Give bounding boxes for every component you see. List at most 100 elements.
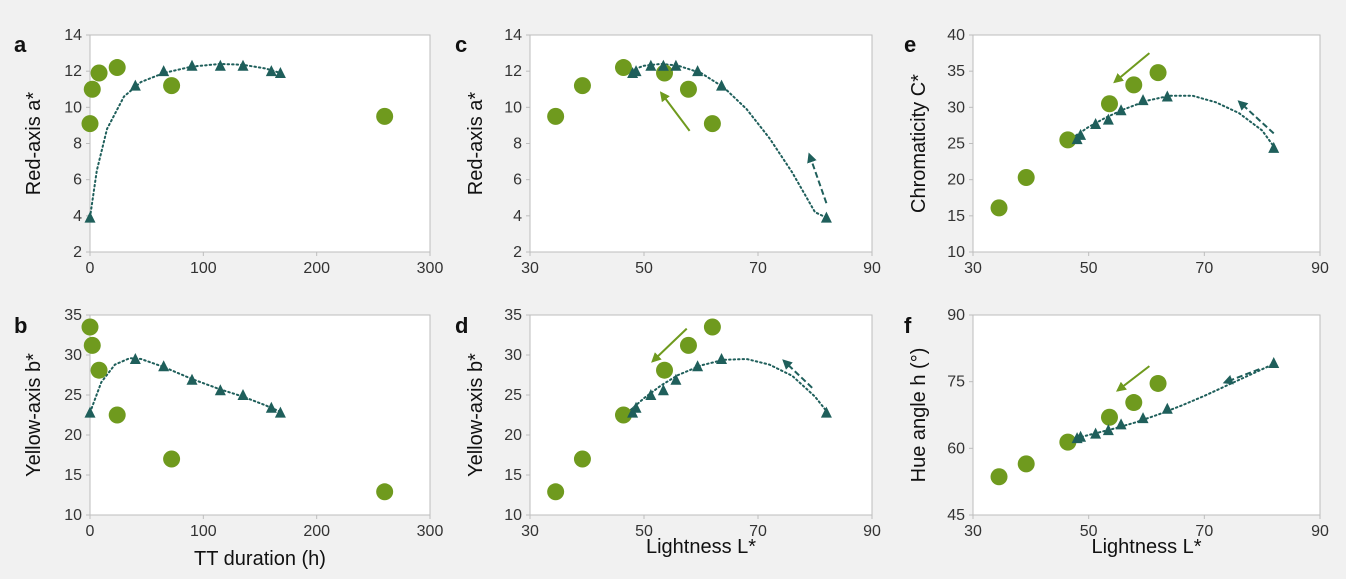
triangle-point — [214, 384, 226, 396]
circle-point — [163, 77, 181, 95]
circle-point — [614, 406, 632, 424]
y-tick-label: 8 — [73, 136, 82, 153]
triangle-point — [237, 59, 249, 71]
triangle-point — [820, 211, 832, 223]
panel-f: 45 60 75 90 30 50 70 90 f Hue angle h (°) Lightnes… — [904, 307, 1329, 558]
circle-point — [90, 361, 108, 379]
x-tick-label: 100 — [190, 260, 217, 277]
panel-label: f — [904, 313, 912, 338]
triangle-point — [1090, 117, 1102, 129]
circle-point — [679, 80, 697, 98]
y-axis-label: Red-axis a* — [465, 92, 487, 196]
triangle-point — [630, 65, 642, 77]
x-tick-label: 30 — [964, 260, 982, 277]
x-tick-label: 70 — [1195, 260, 1213, 277]
plot-area — [89, 314, 431, 516]
y-tick-label: 25 — [504, 387, 522, 404]
circle-point — [108, 59, 126, 77]
x-tick-label: 50 — [635, 260, 653, 277]
y-tick-label: 6 — [513, 172, 522, 189]
plot-area — [972, 34, 1321, 253]
y-axis-label: Yellow-axis b* — [465, 353, 487, 477]
x-tick-label: 50 — [1080, 523, 1098, 540]
circle-point — [163, 450, 181, 468]
x-tick-label: 300 — [417, 260, 444, 277]
triangle-point — [1102, 424, 1114, 436]
circle-point — [614, 59, 632, 77]
circle-point — [656, 361, 674, 379]
y-tick-label: 20 — [64, 427, 82, 444]
y-tick-label: 30 — [947, 99, 965, 116]
circle-point — [1017, 168, 1035, 186]
circle-trend-arrow — [1113, 52, 1151, 84]
triangle-point — [657, 59, 669, 71]
circle-point — [679, 336, 697, 354]
triangle-point — [1075, 430, 1087, 442]
circle-point — [1149, 64, 1167, 82]
triangle-point — [1161, 90, 1173, 102]
y-tick-label: 6 — [73, 172, 82, 189]
y-tick-label: 4 — [73, 208, 82, 225]
x-tick-label: 0 — [86, 523, 95, 540]
y-tick-label: 25 — [947, 136, 965, 153]
triangle-point — [186, 59, 198, 71]
plot-area — [972, 314, 1321, 516]
triangle-point — [1268, 141, 1280, 153]
y-tick-label: 40 — [947, 27, 965, 44]
y-tick-label: 14 — [64, 27, 82, 44]
triangle-point — [1075, 128, 1087, 140]
panel-label: a — [14, 32, 27, 57]
x-axis-label: Lightness L* — [1091, 536, 1201, 558]
panel-label: e — [904, 32, 916, 57]
triangle-point — [1090, 427, 1102, 439]
circle-trend-arrow — [1115, 365, 1151, 392]
triangle-trend-arrow — [1237, 100, 1275, 135]
y-tick-label: 30 — [64, 347, 82, 364]
y-tick-label: 35 — [504, 307, 522, 324]
y-tick-label: 2 — [73, 244, 82, 261]
x-tick-label: 30 — [964, 523, 982, 540]
x-tick-label: 30 — [521, 523, 539, 540]
circle-point — [1149, 374, 1167, 392]
x-tick-label: 70 — [749, 260, 767, 277]
circle-point — [1100, 408, 1118, 426]
triangle-point — [645, 389, 657, 400]
x-tick-label: 50 — [635, 523, 653, 540]
triangle-point — [274, 406, 286, 418]
x-tick-label: 70 — [749, 523, 767, 540]
circle-point — [703, 318, 721, 336]
triangle-point — [670, 373, 682, 385]
circle-point — [90, 64, 108, 82]
circle-point — [547, 483, 565, 501]
triangle-point — [820, 406, 832, 418]
y-axis-label: Yellow-axis b* — [23, 353, 45, 477]
trend-line — [89, 62, 282, 219]
triangle-point — [84, 211, 96, 223]
trend-line — [89, 357, 282, 414]
y-tick-label: 10 — [947, 244, 965, 261]
circle-point — [108, 406, 126, 424]
y-tick-label: 12 — [504, 63, 522, 80]
panel-e: 10 15 20 25 30 35 40 30 50 70 90 e Chromaticity C* — [904, 27, 1329, 277]
circle-point — [81, 318, 99, 336]
y-tick-label: 10 — [64, 507, 82, 524]
triangle-point — [158, 360, 170, 372]
x-tick-label: 30 — [521, 260, 539, 277]
x-tick-label: 90 — [863, 260, 881, 277]
triangle-point — [1137, 94, 1149, 106]
y-axis-label: Hue angle h (°) — [908, 348, 930, 483]
triangle-point — [1161, 402, 1173, 414]
triangle-point — [716, 353, 728, 364]
y-tick-label: 15 — [504, 467, 522, 484]
x-tick-label: 100 — [190, 523, 217, 540]
circle-point — [573, 77, 591, 95]
triangle-point — [274, 66, 286, 78]
y-tick-label: 30 — [504, 347, 522, 364]
circle-point — [1125, 76, 1143, 94]
circle-point — [81, 115, 99, 133]
panel-d: 10 15 20 25 30 35 30 50 70 90 d Yellow-axis b* Light… — [455, 307, 881, 558]
y-tick-label: 20 — [504, 427, 522, 444]
circle-point — [83, 336, 101, 354]
triangle-point — [657, 384, 669, 396]
circle-point — [573, 450, 591, 468]
